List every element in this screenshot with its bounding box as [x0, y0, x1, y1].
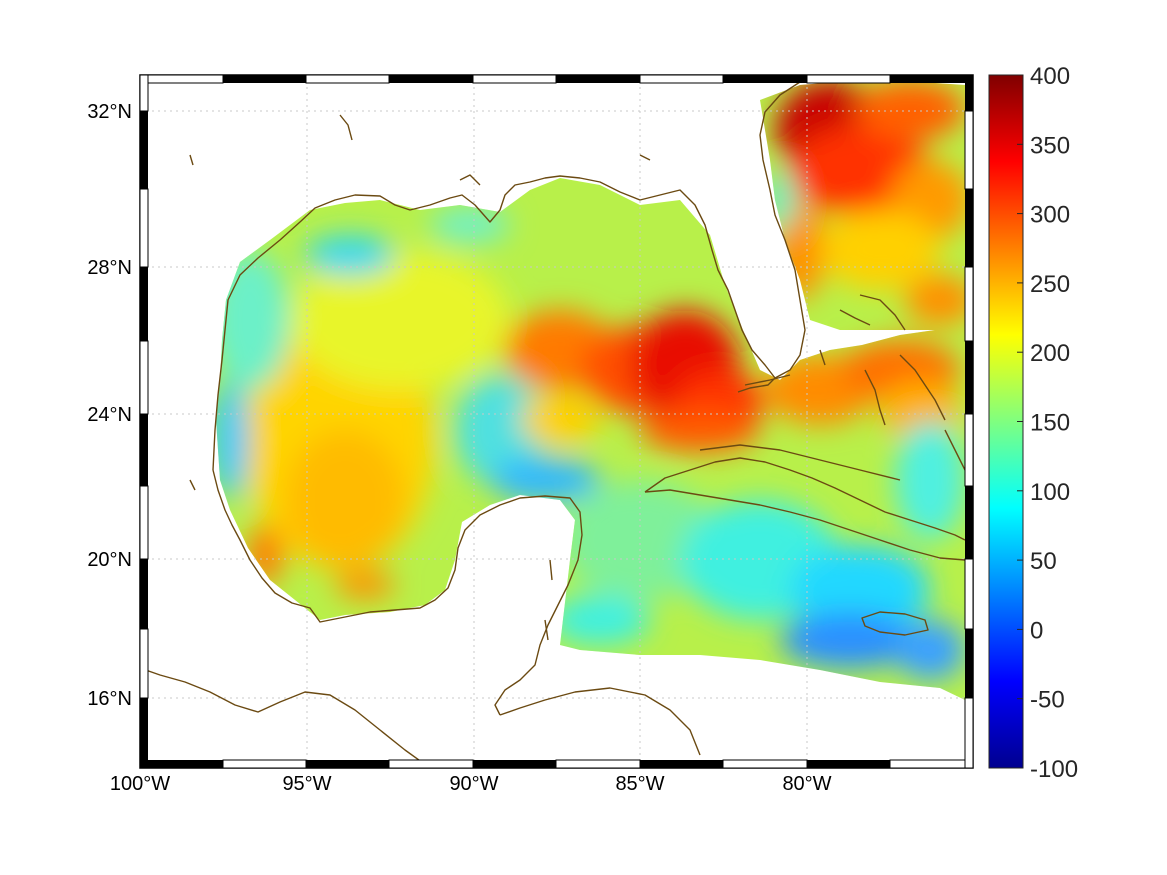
map-frame — [139, 74, 974, 769]
colorbar-tick-label: 150 — [1030, 410, 1070, 437]
coastlines — [140, 75, 966, 768]
lat-tick-label: 20°N — [87, 549, 132, 571]
colorbar-tick-label: 400 — [1030, 63, 1070, 90]
lat-tick-label: 24°N — [87, 404, 132, 426]
colorbar-tick-label: 100 — [1030, 479, 1070, 506]
colorbar-tick-label: 0 — [1030, 617, 1043, 644]
colorbar-tick-label: 200 — [1030, 340, 1070, 367]
lon-tick-label: 100°W — [110, 773, 170, 795]
colorbar-tick-label: 300 — [1030, 202, 1070, 229]
colorbar-tick-label: 50 — [1030, 548, 1057, 575]
lon-tick-label: 90°W — [449, 773, 498, 795]
map-panel: 32°N 28°N 24°N 20°N 16°N 100°W 95°W 90°W… — [87, 74, 974, 795]
colorbar-tick-label: -50 — [1030, 687, 1065, 714]
lat-tick-label: 32°N — [87, 101, 132, 123]
colorbar-tick-label: 350 — [1030, 132, 1070, 159]
lat-tick-label: 28°N — [87, 257, 132, 279]
colorbar-tick-label: -100 — [1030, 756, 1078, 783]
colorbar-ticks: 400 350 300 250 200 150 100 50 0 -50 -100 — [1017, 63, 1078, 783]
colorbar-tick-label: 250 — [1030, 271, 1070, 298]
lat-tick-labels: 32°N 28°N 24°N 20°N 16°N — [87, 101, 132, 710]
lat-tick-label: 16°N — [87, 688, 132, 710]
colorbar: 400 350 300 250 200 150 100 50 0 -50 -100 — [988, 63, 1078, 783]
lon-tick-label: 85°W — [615, 773, 664, 795]
graticule — [140, 75, 973, 768]
lon-tick-labels: 100°W 95°W 90°W 85°W 80°W — [110, 773, 832, 795]
lon-tick-label: 80°W — [782, 773, 831, 795]
lon-tick-label: 95°W — [282, 773, 331, 795]
